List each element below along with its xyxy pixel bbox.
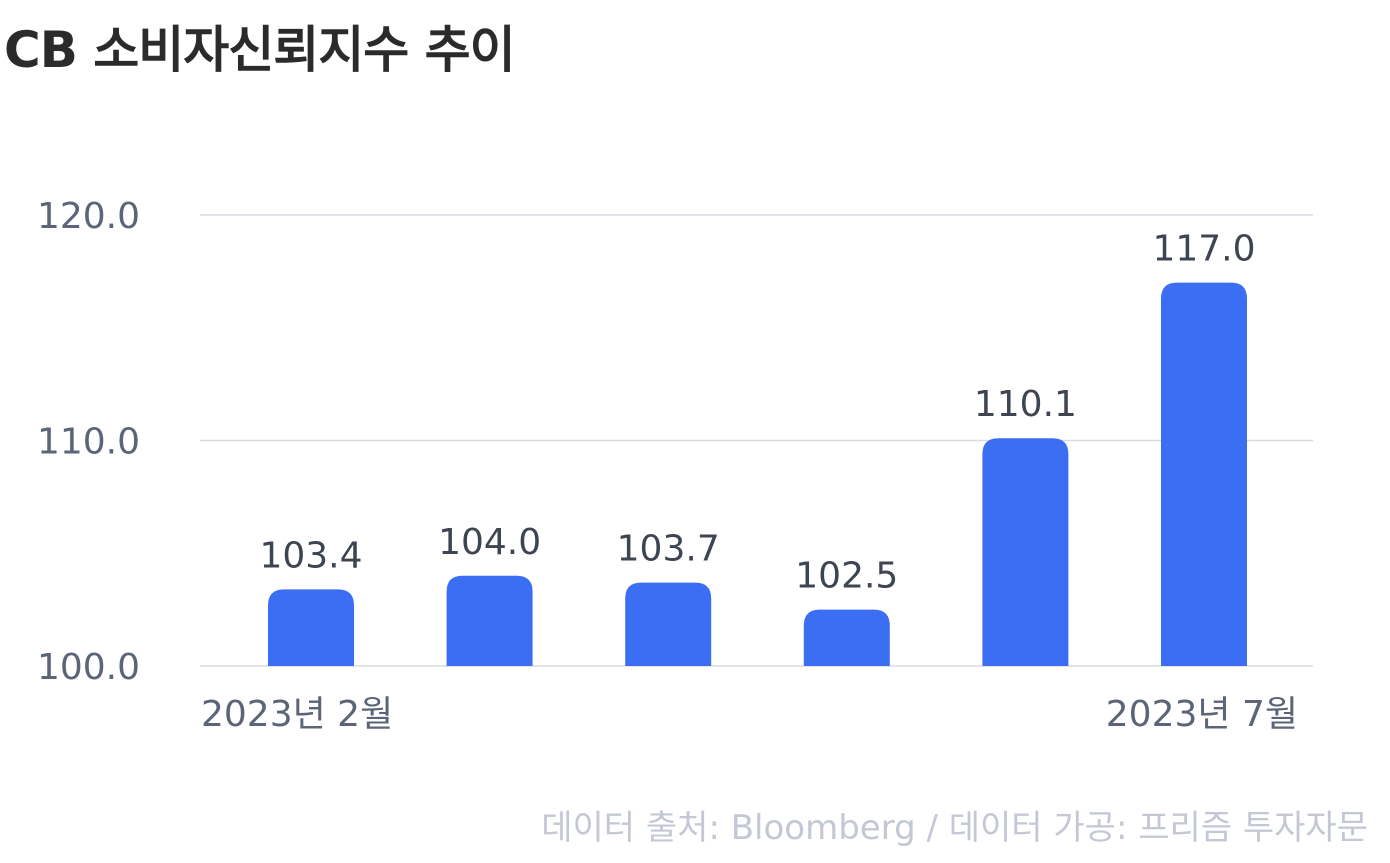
data-label: 110.1: [974, 384, 1077, 425]
bars: [268, 282, 1247, 666]
bar: [268, 589, 354, 666]
data-label: 102.5: [795, 556, 898, 597]
bar: [982, 438, 1069, 666]
y-tick-label: 110.0: [37, 422, 140, 463]
data-label: 103.4: [259, 535, 362, 576]
grid-lines: [200, 214, 1313, 667]
y-tick-label: 100.0: [37, 647, 140, 688]
data-label: 104.0: [438, 522, 541, 563]
bar: [1161, 282, 1247, 666]
data-label: 117.0: [1152, 229, 1255, 270]
x-axis-ticks: 2023년 2월 2023년 7월: [201, 694, 1298, 735]
bar: [446, 575, 533, 666]
x-tick-label: 2023년 2월: [201, 694, 393, 735]
data-label: 103.7: [617, 529, 720, 570]
chart-title: CB 소비자신뢰지수 추이: [4, 21, 516, 79]
bar: [803, 609, 890, 666]
x-tick-label: 2023년 7월: [1106, 694, 1298, 735]
bar-chart: 100.0 110.0 120.0 103.4 104.0 103.7 102.5 110.…: [37, 196, 1313, 735]
source-note: 데이터 출처: Bloomberg / 데이터 가공: 프리즘 투자자문: [541, 808, 1368, 848]
bar: [625, 582, 712, 666]
y-tick-label: 120.0: [37, 196, 140, 237]
data-labels: 103.4 104.0 103.7 102.5 110.1 117.0: [259, 229, 1255, 597]
y-axis-ticks: 100.0 110.0 120.0: [37, 196, 140, 688]
